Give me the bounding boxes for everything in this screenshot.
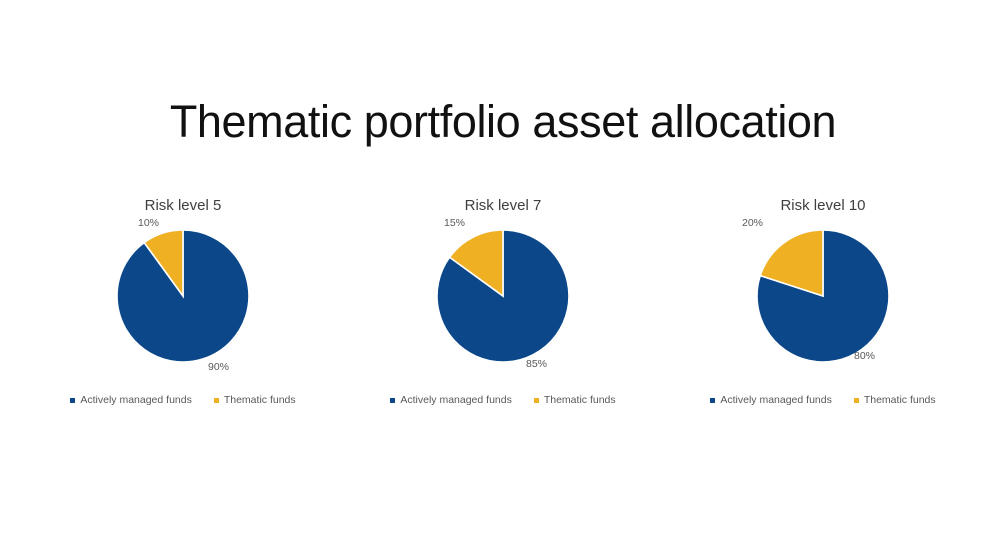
legend-item-label: Actively managed funds [80, 394, 192, 406]
legend-item-actively-managed-funds[interactable]: Actively managed funds [390, 394, 512, 406]
data-label-actively-managed-funds: 80% [854, 350, 876, 362]
slice-thematic-funds[interactable] [143, 229, 184, 299]
slice-actively-managed-funds[interactable] [756, 229, 890, 363]
pie-slices [436, 229, 570, 363]
chart-title: Risk level 7 [464, 197, 542, 214]
legend-item-label: Actively managed funds [400, 394, 512, 406]
pie-slices [756, 229, 890, 363]
square-marker-icon [390, 397, 396, 403]
legend-item-thematic-funds[interactable]: Thematic funds [213, 394, 296, 406]
plot-area: 10% 90% [28, 218, 338, 389]
page-title: Thematic portfolio asset allocation [169, 96, 837, 147]
plot-area: 20% 80% [668, 218, 978, 389]
legend-item-label: Actively managed funds [720, 394, 832, 406]
slice-thematic-funds[interactable] [759, 229, 824, 298]
pie-chart-risk-level-10[interactable]: Risk level 10 20% 80% Actively manage [668, 190, 978, 405]
data-label-actively-managed-funds: 85% [526, 358, 548, 370]
legend-item-label: Thematic funds [863, 394, 936, 406]
chart-legend: Actively managed funds Thematic funds [668, 395, 978, 406]
pie-graphic [436, 229, 570, 363]
square-marker-icon [70, 397, 76, 403]
square-marker-icon [533, 397, 539, 403]
legend-item-actively-managed-funds[interactable]: Actively managed funds [70, 394, 192, 406]
chart-legend: Actively managed funds Thematic funds [348, 395, 658, 406]
legend-item-thematic-funds[interactable]: Thematic funds [853, 394, 936, 406]
pie-chart-risk-level-5[interactable]: Risk level 5 10% 90% Actively managed [28, 190, 338, 405]
data-label-thematic-funds: 15% [444, 217, 466, 229]
legend-item-actively-managed-funds[interactable]: Actively managed funds [710, 394, 832, 406]
legend-item-thematic-funds[interactable]: Thematic funds [533, 394, 616, 406]
square-marker-icon [853, 397, 859, 403]
pie-graphic [756, 229, 890, 363]
pie-graphic [116, 229, 250, 363]
square-marker-icon [710, 397, 716, 403]
legend-item-label: Thematic funds [543, 394, 616, 406]
pie-chart-risk-level-7[interactable]: Risk level 7 15% 85% Actively managed [348, 190, 658, 405]
data-label-actively-managed-funds: 90% [208, 361, 230, 373]
chart-legend: Actively managed funds Thematic funds [28, 395, 338, 406]
chart-title: Risk level 10 [780, 197, 866, 214]
pie-slices [116, 229, 250, 363]
plot-area: 15% 85% [348, 218, 658, 389]
slice-thematic-funds[interactable] [448, 229, 504, 298]
data-label-thematic-funds: 20% [742, 217, 764, 229]
data-label-thematic-funds: 10% [138, 217, 160, 229]
square-marker-icon [213, 397, 219, 403]
chart-title: Risk level 5 [144, 197, 222, 214]
legend-item-label: Thematic funds [223, 394, 296, 406]
charts-row: Risk level 5 10% 90% Actively managed [28, 190, 978, 405]
